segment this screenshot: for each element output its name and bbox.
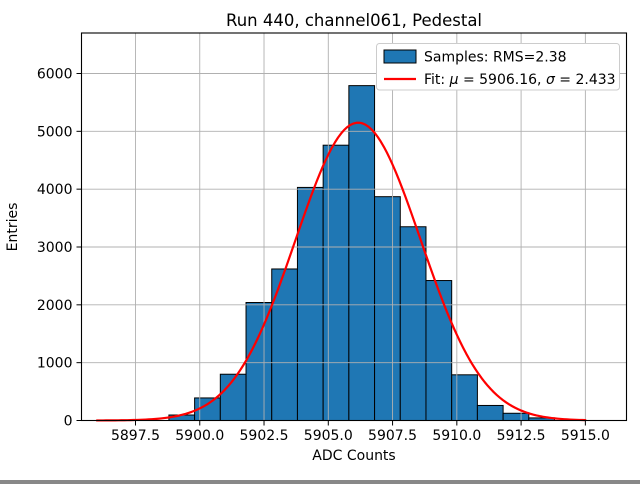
histogram-bars [168,85,556,422]
legend-samples-swatch [383,49,417,64]
x-tick-label: 5902.5 [240,428,289,444]
histogram-bar [245,302,273,422]
axis-tick-marks [76,72,586,426]
histogram-bar [476,404,504,421]
legend: Samples: RMS=2.38 Fit: μ = 5906.16, σ = … [376,43,620,91]
gridlines [81,33,627,421]
histogram-bar [296,186,324,421]
y-tick-label: 0 [64,414,73,430]
x-tick-label: 5910.0 [432,428,481,444]
y-tick-label: 1000 [37,356,73,372]
x-tick-label: 5897.5 [111,428,160,444]
fit-curve-group [95,121,587,422]
chart-title: Run 440, channel061, Pedestal [226,11,482,30]
legend-box [376,43,620,91]
histogram-bar [425,280,453,422]
y-tick-label: 4000 [37,182,73,198]
y-tick-labels: 0 1000 2000 3000 4000 5000 6000 [37,66,73,429]
legend-fit-label: Fit: μ = 5906.16, σ = 2.433 [424,72,616,88]
gaussian-fit-curve [95,121,587,422]
x-tick-label: 5915.0 [561,428,610,444]
x-tick-label: 5907.5 [368,428,417,444]
y-tick-label: 5000 [37,124,73,140]
y-tick-label: 2000 [37,298,73,314]
histogram-bar [502,412,530,421]
histogram-bar [399,226,427,421]
histogram-bar [374,196,401,421]
legend-samples-label: Samples: RMS=2.38 [424,50,567,66]
axes-spines [80,32,628,422]
histogram-bar [451,374,478,421]
y-axis-label: Entries [5,203,21,252]
y-tick-label: 3000 [37,240,73,256]
y-tick-label: 6000 [37,66,73,82]
x-tick-label: 5905.0 [304,428,353,444]
histogram-bar [219,373,247,422]
x-tick-label: 5912.5 [497,428,546,444]
x-tick-labels: 5897.5 5900.0 5902.5 5905.0 5907.5 5910.0 5912… [111,428,610,444]
x-tick-label: 5900.0 [175,428,224,444]
histogram-bar [348,85,376,421]
x-axis-label: ADC Counts [312,448,395,464]
histogram-bar [322,144,350,421]
histogram-bar [271,268,298,421]
